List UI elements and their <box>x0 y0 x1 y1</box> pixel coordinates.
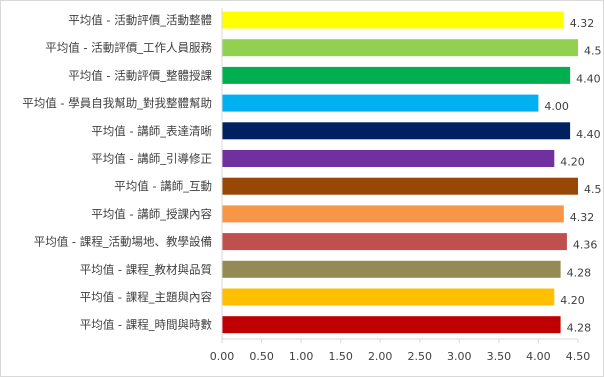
bar <box>222 288 555 306</box>
category-label: 平均值 - 活動評價_整體授課 <box>68 68 212 82</box>
category-label: 平均值 - 課程_活動場地、教學設備 <box>34 235 212 249</box>
bar <box>222 66 571 84</box>
bar <box>222 39 578 57</box>
x-tick-label: 2.00 <box>368 350 393 363</box>
category-label: 平均值 - 講師_互動 <box>114 179 212 193</box>
x-tick-label: 0.00 <box>210 350 235 363</box>
data-label: 4.40 <box>576 128 601 141</box>
category-label: 平均值 - 活動評價_活動整體 <box>68 13 212 27</box>
data-labels: 4.32 4.5 4.40 4.00 4.40 4.20 4.5 4.32 4.36 4.28 4.… <box>544 17 601 335</box>
data-label: 4.20 <box>560 294 585 307</box>
data-label: 4.5 <box>584 45 602 58</box>
bar <box>222 94 539 112</box>
x-tick-label: 3.00 <box>447 350 472 363</box>
category-label: 平均值 - 課程_主題與內容 <box>80 290 213 304</box>
bar <box>222 233 567 251</box>
category-label: 平均值 - 學員自我幫助_對我整體幫助 <box>22 96 212 110</box>
category-label: 平均值 - 講師_表達清晰 <box>91 124 212 138</box>
bar <box>222 177 578 195</box>
data-label: 4.32 <box>570 17 595 30</box>
bar <box>222 122 571 140</box>
data-label: 4.00 <box>544 100 569 113</box>
data-label: 4.32 <box>570 211 595 224</box>
x-axis: 0.00 0.50 1.00 1.50 2.00 2.50 3.00 3.50 4.00 4.50 <box>210 8 591 363</box>
x-tick-label: 4.00 <box>526 350 551 363</box>
data-label: 4.28 <box>567 322 592 335</box>
x-tick-label: 2.50 <box>408 350 433 363</box>
bar <box>222 205 564 223</box>
x-tick-label: 1.50 <box>328 350 353 363</box>
x-tick-label: 1.00 <box>289 350 314 363</box>
x-tick-label: 3.50 <box>487 350 512 363</box>
data-label: 4.40 <box>576 72 601 85</box>
x-tick-label: 4.50 <box>566 350 591 363</box>
bars-layer <box>222 11 578 334</box>
data-label: 4.20 <box>560 156 585 169</box>
category-label: 平均值 - 講師_引導修正 <box>91 152 212 166</box>
category-label: 平均值 - 講師_授課內容 <box>91 207 212 221</box>
bar <box>222 150 555 167</box>
bar <box>222 260 561 278</box>
category-label: 平均值 - 活動評價_工作人員服務 <box>45 41 212 55</box>
data-label: 4.5 <box>584 183 602 196</box>
category-label: 平均值 - 課程_教材與品質 <box>80 262 212 276</box>
data-label: 4.28 <box>567 266 592 279</box>
bar <box>222 11 564 29</box>
category-label: 平均值 - 課程_時間與時數 <box>80 318 213 332</box>
x-tick-label: 0.50 <box>249 350 274 363</box>
data-label: 4.36 <box>573 239 598 252</box>
bar <box>222 316 561 334</box>
